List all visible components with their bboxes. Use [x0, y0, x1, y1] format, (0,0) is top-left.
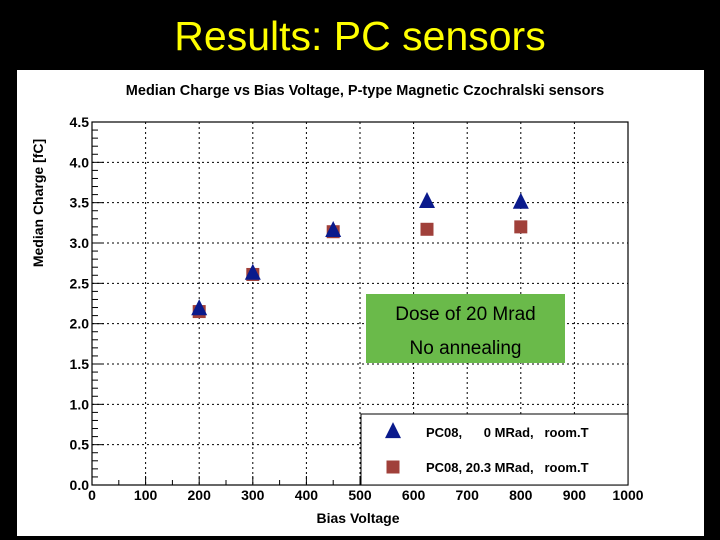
- y-tick-label: 0.5: [70, 437, 90, 453]
- x-tick-label: 400: [295, 487, 319, 503]
- legend-square-marker: [386, 460, 400, 474]
- x-tick-label: 800: [509, 487, 533, 503]
- y-tick-label: 2.0: [70, 316, 90, 332]
- y-tick-label: 3.5: [70, 195, 90, 211]
- annotation-box: [366, 294, 565, 363]
- legend-entry-label: PC08, 0 MRad, room.T: [426, 425, 589, 440]
- annotation-line-annealing: No annealing: [410, 338, 522, 359]
- annotation-line-dose: Dose of 20 Mrad: [395, 304, 535, 325]
- y-tick-label: 1.0: [70, 396, 90, 412]
- x-axis-label: Bias Voltage: [317, 510, 400, 526]
- legend-box: [360, 413, 629, 486]
- y-tick-label: 3.0: [70, 235, 90, 251]
- chart-panel: Median Charge vs Bias Voltage, P-type Ma…: [17, 70, 704, 536]
- x-tick-label: 600: [402, 487, 426, 503]
- y-tick-label: 4.5: [70, 114, 90, 130]
- y-tick-label: 0.0: [70, 477, 90, 493]
- x-tick-label: 500: [348, 487, 372, 503]
- x-tick-label: 100: [134, 487, 158, 503]
- legend: PC08, 0 MRad, room.T PC08, 20.3 MRad, roo…: [385, 422, 589, 475]
- triangle-marker: [325, 220, 342, 237]
- x-tick-label: 300: [241, 487, 265, 503]
- slide-title: Results: PC sensors: [174, 13, 546, 59]
- y-axis-label: Median Charge [fC]: [30, 139, 46, 267]
- x-tick-label: 900: [563, 487, 587, 503]
- legend-entry-label: PC08, 20.3 MRad, room.T: [426, 460, 589, 475]
- x-tick-label: 700: [456, 487, 480, 503]
- triangle-marker: [512, 192, 529, 209]
- x-tick-label: 0: [88, 487, 96, 503]
- axis-ticks: 0 100 200 300 400 500 600 700 800 900 1000 0.0 0.5 1.…: [70, 114, 644, 503]
- triangle-marker: [244, 263, 261, 280]
- square-marker: [514, 220, 528, 234]
- y-tick-label: 4.0: [70, 154, 90, 170]
- square-marker: [420, 222, 434, 236]
- chart-svg: Median Charge vs Bias Voltage, P-type Ma…: [30, 83, 644, 526]
- chart-title: Median Charge vs Bias Voltage, P-type Ma…: [126, 83, 604, 99]
- y-tick-label: 2.5: [70, 275, 90, 291]
- triangle-marker: [419, 191, 435, 208]
- y-tick-label: 1.5: [70, 356, 90, 372]
- data-points: [191, 191, 529, 319]
- triangle-marker: [191, 299, 208, 316]
- x-tick-label: 1000: [612, 487, 643, 503]
- x-tick-label: 200: [188, 487, 212, 503]
- legend-triangle-marker: [385, 422, 401, 439]
